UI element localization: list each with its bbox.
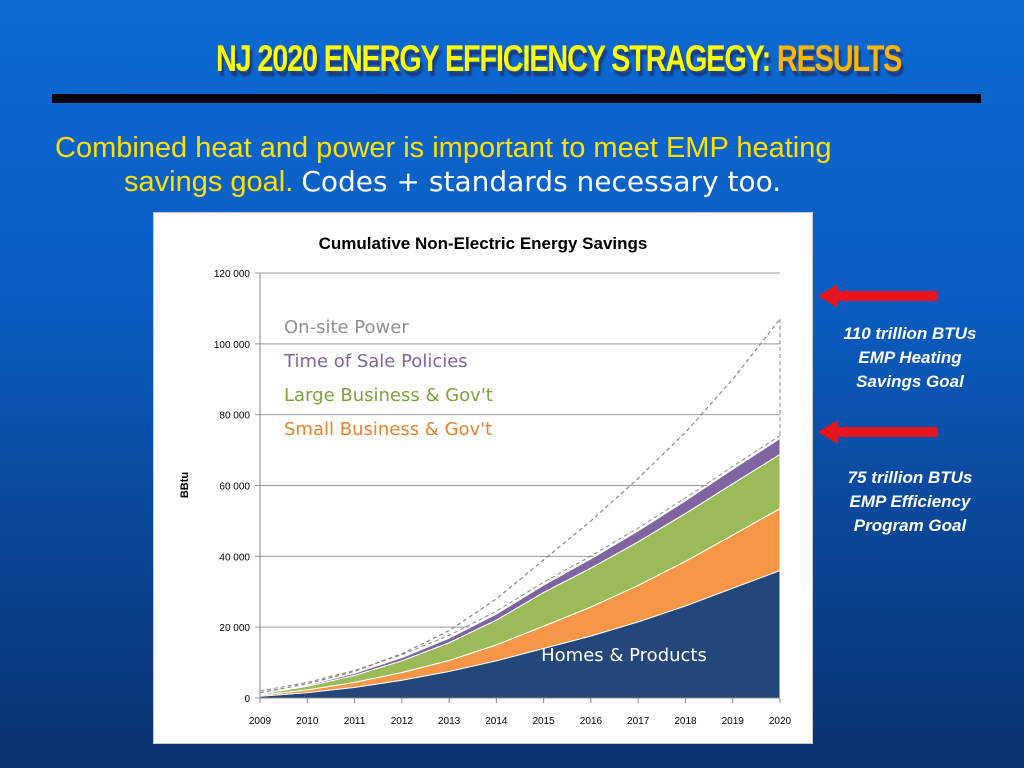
note-line: 75 trillion BTUs: [847, 468, 973, 487]
arrow-left-icon: [818, 420, 938, 444]
x-tick-label: 2016: [580, 716, 603, 727]
x-tick-label: 2020: [769, 716, 792, 727]
arrow-left-icon: [818, 284, 938, 308]
area-label: On-site Power: [284, 317, 409, 338]
y-tick-label: 80 000: [219, 411, 250, 422]
y-tick-label: 100 000: [214, 340, 251, 351]
x-tick-label: 2011: [344, 716, 366, 727]
title-accent: RESULTS: [776, 38, 903, 79]
chart-container: Cumulative Non-Electric Energy Savings BB…: [153, 212, 813, 744]
note-line: Program Goal: [853, 516, 967, 535]
y-tick-label: 20 000: [219, 623, 250, 634]
area-time-of-sale-policies: [259, 437, 781, 695]
x-tick-label: 2017: [627, 716, 650, 727]
y-axis-label: BBtu: [179, 472, 191, 498]
x-tick-label: 2015: [533, 716, 556, 727]
x-tick-label: 2010: [296, 716, 319, 727]
area-label: Large Business & Gov't: [284, 385, 493, 406]
subtitle-white: Codes + standards necessary too.: [301, 165, 782, 198]
note-line: 110 trillion BTUs: [843, 324, 977, 343]
area-label: Time of Sale Policies: [283, 351, 468, 372]
program-goal-note: 75 trillion BTUs EMP Efficiency Program …: [820, 466, 1000, 538]
chart-title: Cumulative Non-Electric Energy Savings: [319, 234, 648, 253]
y-tick-label: 120 000: [214, 269, 251, 280]
note-line: EMP Heating: [858, 348, 962, 367]
note-line: EMP Efficiency: [849, 492, 971, 511]
slide-title: NJ 2020 ENERGY EFFICIENCY STRAGEGY: RESU…: [216, 38, 903, 80]
title-main: NJ 2020 ENERGY EFFICIENCY STRAGEGY:: [216, 38, 771, 79]
x-tick-label: 2018: [674, 716, 697, 727]
x-tick-label: 2009: [249, 716, 272, 727]
note-line: Savings Goal: [856, 372, 964, 391]
subtitle-line-2: savings goal.: [124, 166, 294, 198]
area-label: Homes & Products: [541, 645, 707, 666]
title-rule: [52, 94, 981, 103]
area-label: Small Business & Gov't: [284, 419, 492, 440]
chart: Cumulative Non-Electric Energy Savings BB…: [179, 234, 792, 727]
subtitle-line-1: Combined heat and power is important to …: [55, 132, 832, 164]
y-tick-label: 60 000: [219, 482, 250, 493]
subtitle: Combined heat and power is important to …: [55, 132, 831, 199]
y-tick-label: 40 000: [219, 552, 250, 563]
x-tick-label: 2019: [722, 716, 745, 727]
on-site-power-line: [259, 318, 781, 694]
heating-goal-note: 110 trillion BTUs EMP Heating Savings Go…: [820, 322, 1000, 394]
x-tick-label: 2012: [391, 716, 414, 727]
y-tick-label: 0: [244, 694, 250, 705]
x-tick-label: 2014: [485, 716, 508, 727]
x-tick-label: 2013: [438, 716, 461, 727]
